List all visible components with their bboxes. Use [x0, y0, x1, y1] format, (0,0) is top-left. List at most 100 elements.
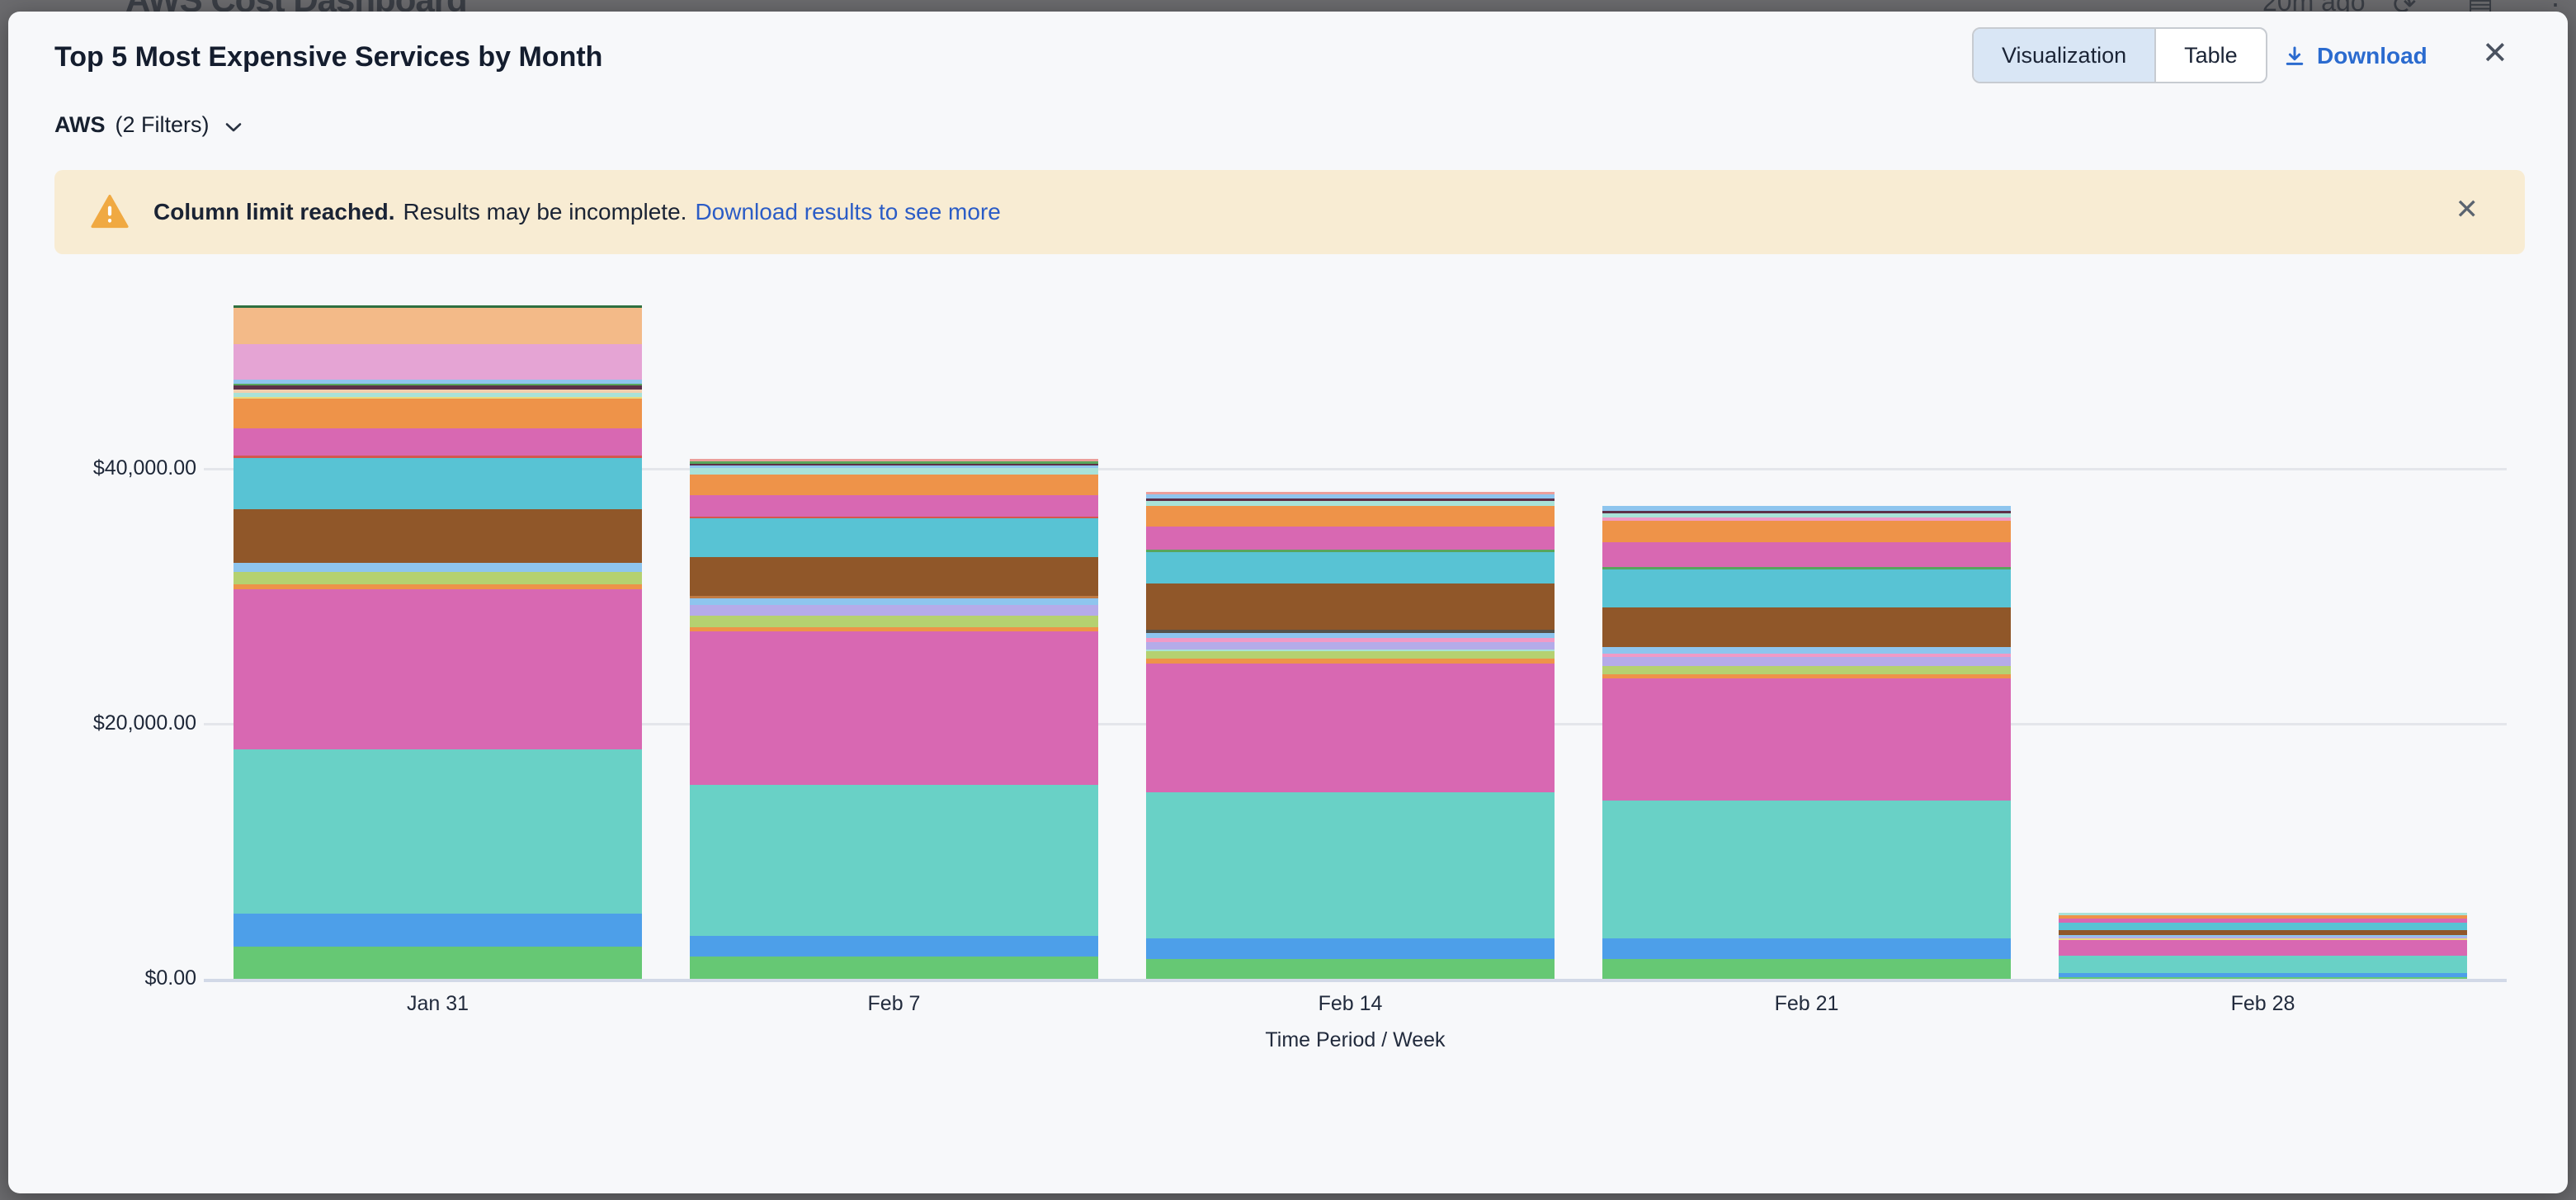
- bar-segment[interactable]: [1602, 938, 2011, 959]
- bar-segment[interactable]: [2059, 972, 2467, 977]
- bar-segment[interactable]: [234, 583, 642, 589]
- bar-segment[interactable]: [690, 956, 1098, 979]
- bar-segment[interactable]: [1146, 526, 1555, 550]
- tab-table[interactable]: Table: [2154, 29, 2266, 82]
- bar-segment[interactable]: [1602, 653, 2011, 657]
- bar-segment[interactable]: [690, 494, 1098, 517]
- banner-download-link[interactable]: Download results to see more: [695, 199, 1001, 224]
- bar-segment[interactable]: [690, 465, 1098, 468]
- banner-close-icon[interactable]: ✕: [2455, 194, 2479, 225]
- bar-segment[interactable]: [2059, 934, 2467, 937]
- bar-segment[interactable]: [234, 383, 642, 385]
- bar-segment[interactable]: [234, 379, 642, 384]
- bar-segment[interactable]: [234, 385, 642, 390]
- bar-segment[interactable]: [1146, 938, 1555, 959]
- bar-segment[interactable]: [234, 749, 642, 914]
- bar-segment[interactable]: [1602, 541, 2011, 567]
- bar-segment[interactable]: [1146, 637, 1555, 642]
- bar-segment[interactable]: [1146, 491, 1555, 494]
- bar-segment[interactable]: [2059, 914, 2467, 919]
- bar-segment[interactable]: [1146, 958, 1555, 979]
- bar-segment[interactable]: [690, 458, 1098, 461]
- bar-segment[interactable]: [1146, 663, 1555, 792]
- bar-segment[interactable]: [234, 389, 642, 393]
- bar-segment[interactable]: [1602, 800, 2011, 938]
- bar-segment[interactable]: [234, 458, 642, 509]
- bar-segment[interactable]: [234, 305, 642, 308]
- bar-segment[interactable]: [690, 463, 1098, 465]
- bar-segment[interactable]: [690, 461, 1098, 464]
- bar-segment[interactable]: [234, 399, 642, 428]
- bar-segment[interactable]: [1602, 520, 2011, 542]
- bar-segment[interactable]: [1602, 513, 2011, 517]
- bar-segment[interactable]: [2059, 918, 2467, 923]
- bar-segment[interactable]: [690, 785, 1098, 936]
- bar-segment[interactable]: [690, 467, 1098, 475]
- bar-segment[interactable]: [234, 508, 642, 563]
- bar-segment[interactable]: [234, 392, 642, 397]
- bar-segment[interactable]: [1146, 649, 1555, 651]
- bar-segment[interactable]: [1602, 607, 2011, 647]
- bar-segment[interactable]: [234, 914, 642, 947]
- bar-segment[interactable]: [690, 474, 1098, 495]
- bar-segment[interactable]: [690, 595, 1098, 598]
- bar-segment[interactable]: [690, 615, 1098, 627]
- bar-segment[interactable]: [1146, 629, 1555, 633]
- bar-segment[interactable]: [690, 518, 1098, 557]
- bar-segment[interactable]: [690, 605, 1098, 616]
- bar-segment[interactable]: [234, 343, 642, 380]
- bar-segment[interactable]: [1146, 632, 1555, 638]
- bar-segment[interactable]: [1146, 658, 1555, 664]
- x-axis-label: Jan 31: [406, 992, 469, 1015]
- close-icon[interactable]: ✕: [2482, 36, 2508, 71]
- bar-segment[interactable]: [234, 307, 642, 344]
- download-button[interactable]: Download: [2282, 40, 2427, 73]
- bar-segment[interactable]: [1146, 641, 1555, 650]
- bar-segment[interactable]: [1602, 505, 2011, 511]
- bar-segment[interactable]: [1602, 958, 2011, 979]
- bar-segment[interactable]: [1602, 665, 2011, 674]
- bar-segment[interactable]: [1602, 566, 2011, 569]
- bar-segment[interactable]: [234, 397, 642, 399]
- bar-segment[interactable]: [2059, 939, 2467, 956]
- tab-visualization[interactable]: Visualization: [1974, 29, 2155, 82]
- bar-segment[interactable]: [234, 456, 642, 458]
- bar-segment[interactable]: [2059, 976, 2467, 979]
- bar-segment[interactable]: [1602, 678, 2011, 801]
- bar-segment[interactable]: [1146, 583, 1555, 630]
- bar-segment[interactable]: [1146, 791, 1555, 938]
- bar-segment[interactable]: [2059, 955, 2467, 973]
- bar-segment[interactable]: [1602, 673, 2011, 678]
- bar-segment[interactable]: [1602, 517, 2011, 521]
- bar-segment[interactable]: [690, 598, 1098, 605]
- bar-segment[interactable]: [1602, 569, 2011, 607]
- bar-segment[interactable]: [690, 935, 1098, 957]
- bar-segment[interactable]: [690, 631, 1098, 785]
- bar-segment[interactable]: [2059, 936, 2467, 938]
- bar-segment[interactable]: [690, 626, 1098, 631]
- bar-segment[interactable]: [234, 589, 642, 750]
- bar-segment[interactable]: [234, 563, 642, 572]
- bar-segment[interactable]: [1146, 498, 1555, 501]
- bar-segment[interactable]: [1146, 505, 1555, 527]
- bar-segment[interactable]: [2059, 929, 2467, 935]
- bar-segment[interactable]: [1602, 510, 2011, 513]
- bar-segment[interactable]: [234, 571, 642, 584]
- chart-plot: Time Period / Week Jan 31 Feb 7 Feb 14 Feb …: [8, 12, 2568, 1193]
- bar-segment[interactable]: [2059, 938, 2467, 940]
- filter-dropdown[interactable]: AWS (2 Filters): [54, 112, 243, 138]
- bar-segment[interactable]: [1146, 551, 1555, 583]
- bar-segment[interactable]: [234, 428, 642, 456]
- bar-segment[interactable]: [2059, 922, 2467, 930]
- bar-segment[interactable]: [1602, 656, 2011, 666]
- warning-icon: [91, 193, 129, 234]
- bar-segment[interactable]: [1146, 650, 1555, 659]
- bar-segment[interactable]: [690, 556, 1098, 596]
- bar-segment[interactable]: [1602, 646, 2011, 654]
- bar-segment[interactable]: [690, 517, 1098, 518]
- bar-segment[interactable]: [1146, 494, 1555, 498]
- bar-segment[interactable]: [1146, 500, 1555, 506]
- bar-segment[interactable]: [1146, 549, 1555, 552]
- bar-segment[interactable]: [234, 947, 642, 979]
- bar-segment[interactable]: [2059, 912, 2467, 915]
